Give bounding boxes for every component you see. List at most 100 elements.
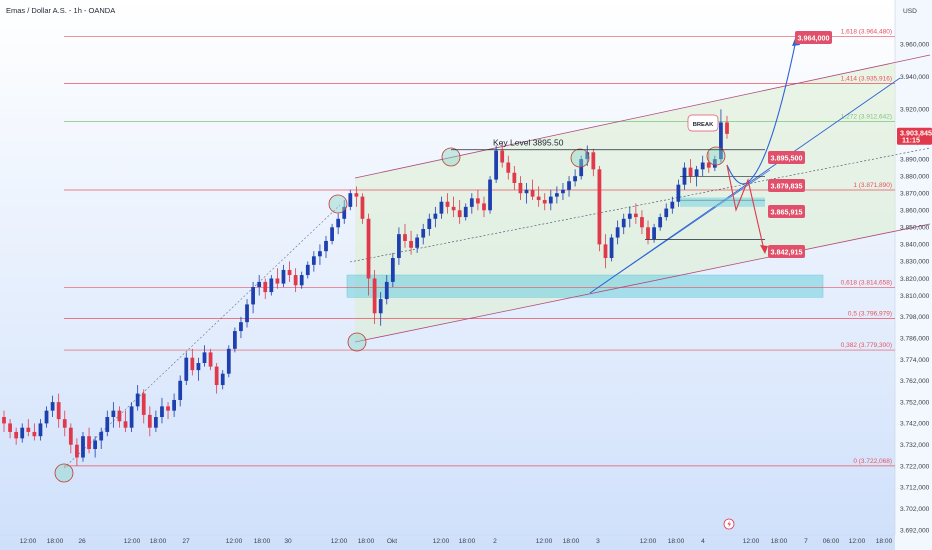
- swing-circle-1[interactable]: [328, 194, 348, 214]
- candle-body-89[interactable]: [542, 200, 547, 204]
- candle-body-57[interactable]: [348, 193, 353, 207]
- candle-body-68[interactable]: [415, 237, 420, 248]
- candle-body-62[interactable]: [378, 299, 383, 314]
- candle-body-82[interactable]: [500, 150, 505, 163]
- candle-body-32[interactable]: [196, 363, 201, 371]
- candle-body-10[interactable]: [62, 419, 67, 428]
- candle-body-7[interactable]: [44, 410, 49, 424]
- candle-body-114[interactable]: [694, 169, 699, 177]
- candle-body-73[interactable]: [445, 201, 450, 207]
- target-tag-3[interactable]: [768, 205, 805, 218]
- candle-body-71[interactable]: [433, 213, 438, 219]
- candle-body-21[interactable]: [129, 406, 134, 428]
- candle-body-35[interactable]: [214, 366, 219, 386]
- candle-body-27[interactable]: [166, 406, 170, 411]
- candle-body-25[interactable]: [154, 417, 158, 428]
- swing-circle-5[interactable]: [706, 146, 726, 166]
- candle-body-59[interactable]: [360, 196, 365, 219]
- current-price-tag[interactable]: [897, 127, 932, 145]
- candle-body-9[interactable]: [56, 402, 61, 420]
- candle-body-67[interactable]: [409, 240, 413, 248]
- candle-body-31[interactable]: [190, 357, 195, 371]
- candle-body-14[interactable]: [87, 436, 91, 449]
- candle-body-16[interactable]: [99, 431, 104, 441]
- candle-body-77[interactable]: [469, 198, 474, 207]
- candle-body-53[interactable]: [324, 240, 328, 252]
- candle-body-41[interactable]: [251, 287, 255, 305]
- candle-body-90[interactable]: [548, 196, 553, 204]
- candle-body-70[interactable]: [427, 218, 432, 230]
- candle-body-52[interactable]: [318, 251, 322, 257]
- candle-body-43[interactable]: [263, 281, 268, 293]
- candle-body-107[interactable]: [652, 227, 656, 240]
- candle-body-33[interactable]: [202, 352, 207, 364]
- candle-body-115[interactable]: [700, 162, 705, 170]
- candle-body-22[interactable]: [135, 393, 140, 407]
- candle-body-87[interactable]: [530, 189, 535, 197]
- candle-body-74[interactable]: [451, 206, 456, 211]
- candle-body-97[interactable]: [591, 152, 596, 170]
- candle-body-48[interactable]: [293, 275, 298, 286]
- target-tag-0[interactable]: [795, 31, 832, 44]
- candle-body-99[interactable]: [603, 244, 608, 259]
- candle-body-47[interactable]: [287, 269, 292, 276]
- candle-body-26[interactable]: [160, 406, 164, 418]
- candle-body-44[interactable]: [269, 278, 274, 293]
- target-tag-2[interactable]: [768, 179, 805, 192]
- candle-body-34[interactable]: [208, 352, 213, 367]
- candle-body-4[interactable]: [26, 427, 31, 432]
- candle-body-39[interactable]: [239, 322, 243, 332]
- candle-body-18[interactable]: [111, 410, 116, 418]
- candle-body-100[interactable]: [609, 237, 614, 259]
- candle-body-119[interactable]: [725, 122, 729, 134]
- candle-body-92[interactable]: [561, 189, 565, 194]
- target-tag-4[interactable]: [768, 245, 805, 258]
- candle-body-19[interactable]: [117, 410, 122, 422]
- candle-body-79[interactable]: [482, 203, 486, 211]
- candle-body-13[interactable]: [81, 436, 85, 458]
- candle-body-60[interactable]: [366, 218, 371, 279]
- candle-body-49[interactable]: [299, 275, 304, 286]
- candle-body-15[interactable]: [93, 440, 98, 449]
- candle-body-91[interactable]: [554, 193, 559, 197]
- candle-body-56[interactable]: [342, 206, 347, 219]
- candle-body-46[interactable]: [281, 269, 286, 284]
- swing-circle-0[interactable]: [54, 463, 74, 483]
- candle-body-40[interactable]: [245, 304, 249, 323]
- candle-body-29[interactable]: [178, 380, 183, 400]
- candle-body-96[interactable]: [585, 152, 590, 160]
- candle-body-50[interactable]: [305, 264, 310, 276]
- swing-circle-2[interactable]: [347, 332, 367, 352]
- candle-body-58[interactable]: [354, 193, 359, 197]
- candle-body-85[interactable]: [518, 182, 523, 194]
- candle-body-106[interactable]: [646, 227, 650, 240]
- candle-body-3[interactable]: [20, 427, 25, 439]
- candle-body-61[interactable]: [372, 278, 377, 314]
- candle-body-37[interactable]: [226, 348, 231, 374]
- candle-body-6[interactable]: [38, 423, 43, 437]
- candle-body-45[interactable]: [275, 278, 280, 284]
- candle-body-20[interactable]: [123, 421, 128, 428]
- candle-body-51[interactable]: [311, 256, 316, 265]
- candle-body-110[interactable]: [670, 201, 675, 209]
- candle-body-101[interactable]: [615, 227, 620, 238]
- candle-body-109[interactable]: [664, 208, 669, 218]
- candle-body-42[interactable]: [257, 281, 262, 287]
- candle-body-69[interactable]: [421, 229, 426, 238]
- candle-body-64[interactable]: [390, 258, 395, 282]
- candle-body-66[interactable]: [403, 234, 407, 241]
- candle-body-83[interactable]: [506, 162, 511, 173]
- candle-body-80[interactable]: [488, 179, 492, 211]
- candle-body-98[interactable]: [597, 169, 602, 245]
- candle-body-93[interactable]: [567, 181, 571, 190]
- candle-body-24[interactable]: [147, 414, 152, 428]
- candle-body-117[interactable]: [712, 159, 717, 168]
- candle-body-17[interactable]: [105, 417, 110, 432]
- candle-body-105[interactable]: [640, 217, 644, 228]
- candle-body-36[interactable]: [220, 373, 225, 386]
- swing-circle-3[interactable]: [441, 147, 461, 167]
- candle-body-103[interactable]: [627, 213, 632, 219]
- candle-body-94[interactable]: [573, 176, 577, 182]
- candle-body-65[interactable]: [397, 234, 401, 259]
- candle-body-1[interactable]: [8, 423, 12, 432]
